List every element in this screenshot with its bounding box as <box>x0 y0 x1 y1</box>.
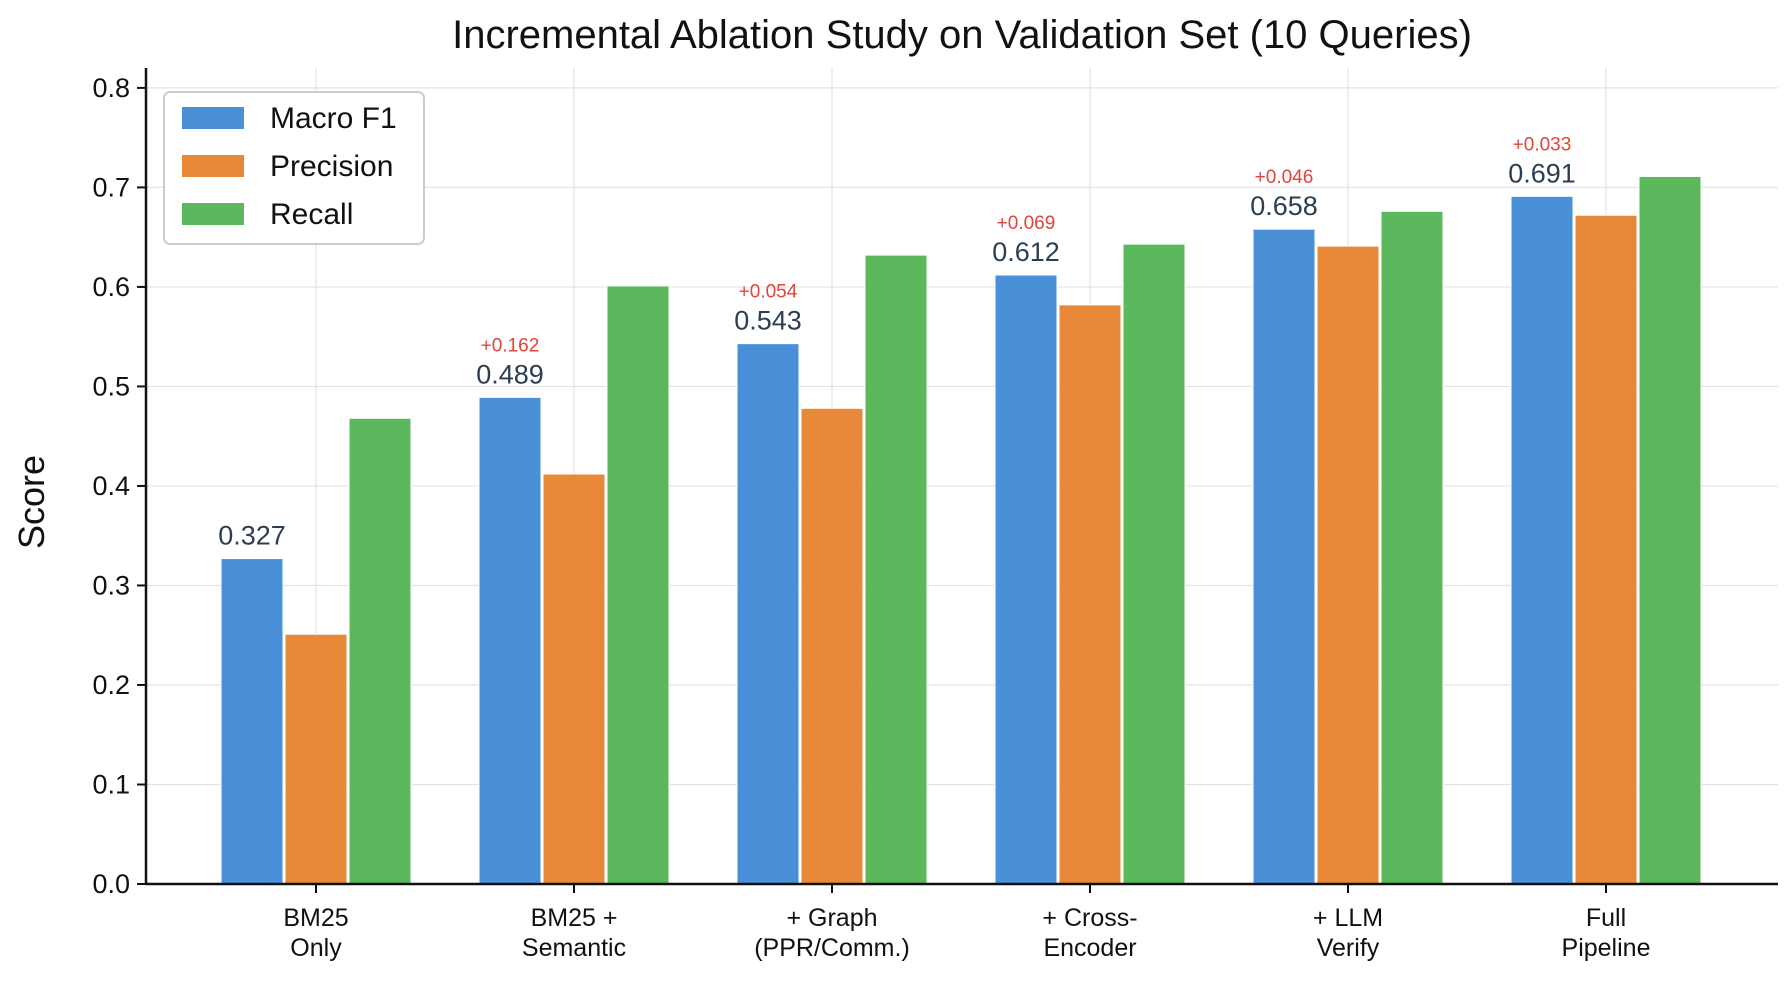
bar-recall <box>348 417 412 885</box>
delta-label: +0.162 <box>481 335 540 356</box>
x-tick-label: BM25 + <box>531 904 618 932</box>
legend-label: Macro F1 <box>270 102 397 135</box>
bar-recall <box>1380 210 1444 885</box>
legend-label: Precision <box>270 150 393 183</box>
value-label: 0.543 <box>734 306 802 336</box>
bar-precision <box>542 473 606 885</box>
value-label: 0.327 <box>218 521 286 551</box>
x-tick-label: + Cross- <box>1042 904 1137 932</box>
legend-label: Recall <box>270 198 353 231</box>
value-label: 0.612 <box>992 237 1060 267</box>
x-tick-label: + Graph <box>786 904 877 932</box>
y-axis-label: Score <box>11 455 52 549</box>
bar-precision <box>1316 245 1380 885</box>
legend: Macro F1 Precision Recall <box>163 91 425 245</box>
delta-label: +0.046 <box>1255 167 1314 188</box>
x-tick-label: (PPR/Comm.) <box>754 934 910 962</box>
bar-recall <box>1638 175 1702 885</box>
bar-recall <box>1122 243 1186 885</box>
legend-swatch <box>182 107 244 129</box>
bars-layer <box>220 175 1702 885</box>
x-tick-label: Semantic <box>522 934 626 962</box>
bar-precision <box>1574 214 1638 885</box>
labels-layer: 0.327 0.489 +0.162 0.543 +0.054 0.612 +0.069 0.… <box>218 134 1576 550</box>
y-tick-label: 0.3 <box>92 570 130 600</box>
delta-label: +0.033 <box>1513 134 1572 155</box>
x-tick-label: BM25 <box>283 904 348 932</box>
legend-swatch <box>182 203 244 225</box>
bar-precision <box>284 633 348 885</box>
x-tick-label: Verify <box>1317 934 1380 962</box>
bar-macro-f1 <box>1252 228 1316 885</box>
y-tick-label: 0.8 <box>92 73 130 103</box>
bar-macro-f1 <box>1510 195 1574 885</box>
bar-macro-f1 <box>736 343 800 885</box>
x-tick-label: Encoder <box>1043 934 1136 962</box>
y-tick-label: 0.2 <box>92 670 130 700</box>
x-tick-label: + LLM <box>1313 904 1383 932</box>
y-tick-label: 0.5 <box>92 371 130 401</box>
y-tick-label: 0.1 <box>92 769 130 799</box>
x-tick-label: Pipeline <box>1562 934 1651 962</box>
y-tick-label: 0.6 <box>92 272 130 302</box>
y-tick-label: 0.4 <box>92 471 130 501</box>
bar-macro-f1 <box>478 396 542 885</box>
delta-label: +0.054 <box>739 282 798 303</box>
bar-recall <box>606 285 670 885</box>
bar-macro-f1 <box>220 558 284 885</box>
y-tick-label: 0.0 <box>92 869 130 899</box>
bar-recall <box>864 254 928 885</box>
delta-label: +0.069 <box>997 213 1056 234</box>
x-tick-label: Full <box>1586 904 1626 932</box>
bar-precision <box>800 407 864 885</box>
x-tick-label: Only <box>290 934 342 962</box>
chart-title: Incremental Ablation Study on Validation… <box>452 13 1472 57</box>
value-label: 0.691 <box>1508 158 1576 188</box>
value-label: 0.658 <box>1250 191 1318 221</box>
legend-swatch <box>182 155 244 177</box>
bar-precision <box>1058 304 1122 885</box>
value-label: 0.489 <box>476 359 544 389</box>
bar-macro-f1 <box>994 274 1058 885</box>
y-tick-label: 0.7 <box>92 172 130 202</box>
